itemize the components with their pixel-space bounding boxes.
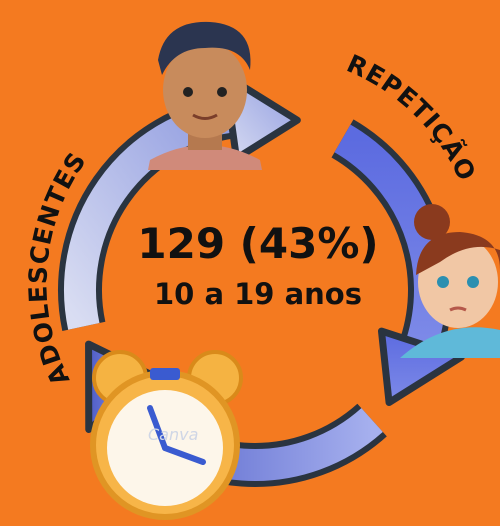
subline: 10 a 19 anos (154, 277, 362, 311)
watermark: Canva (148, 425, 198, 444)
headline: 129 (43%) (137, 219, 378, 268)
boy-illustration (148, 21, 262, 170)
girl-illustration (400, 204, 500, 358)
clock-illustration: Canva (90, 350, 243, 520)
